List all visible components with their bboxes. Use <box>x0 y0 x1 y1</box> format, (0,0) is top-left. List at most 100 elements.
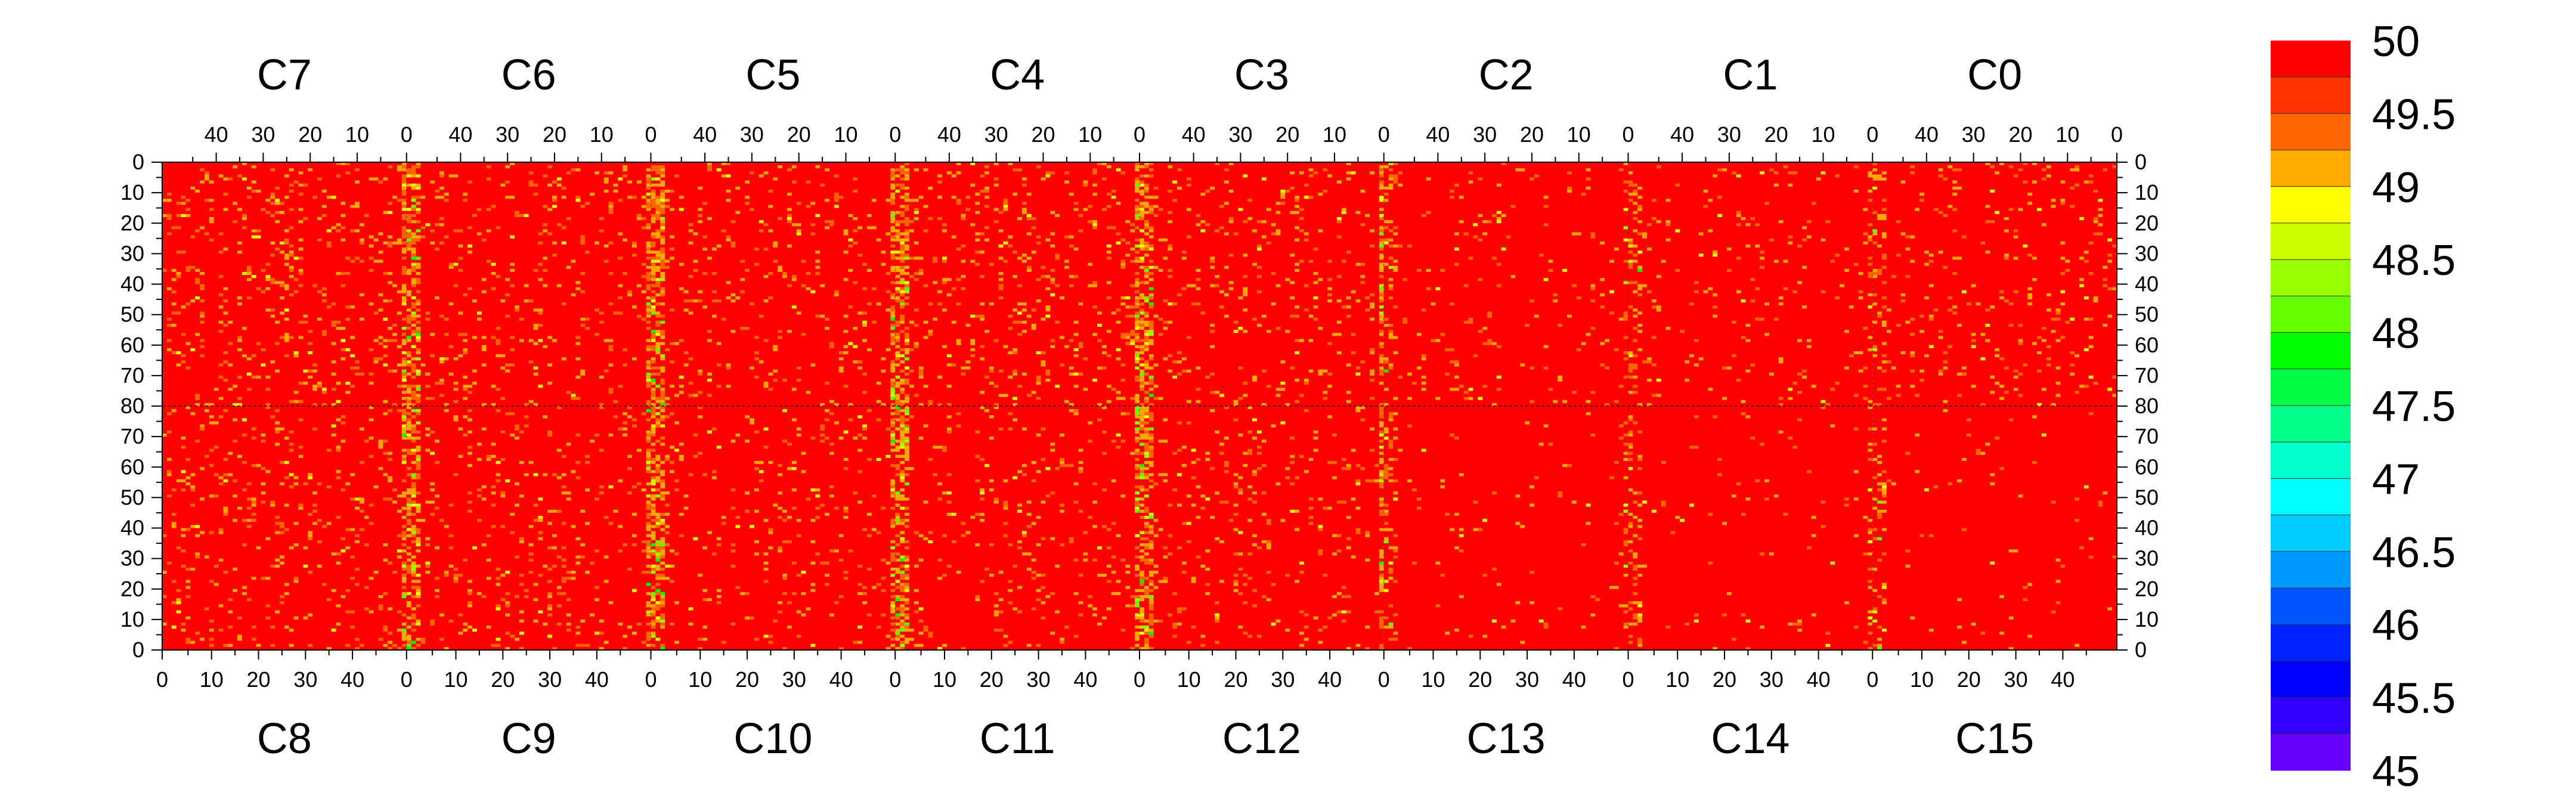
heatmap-cell <box>590 561 595 565</box>
heatmap-cell <box>261 439 266 443</box>
heatmap-cell <box>1637 250 1643 254</box>
heatmap-cell <box>886 646 891 650</box>
heatmap-cell <box>556 592 562 595</box>
heatmap-cell <box>355 180 360 184</box>
heatmap-cell <box>810 223 816 227</box>
heatmap-cell <box>289 400 294 403</box>
heatmap-cell <box>853 327 858 330</box>
heatmap-cell <box>176 610 181 614</box>
heatmap-cell <box>401 479 407 482</box>
heatmap-cell <box>1689 302 1694 306</box>
heatmap-cell <box>378 259 383 263</box>
heatmap-cell <box>1083 388 1088 391</box>
heatmap-cell <box>993 339 999 342</box>
heatmap-cell <box>660 369 665 373</box>
heatmap-cell <box>209 531 214 534</box>
heatmap-cell <box>890 268 896 273</box>
heatmap-cell <box>1041 500 1046 504</box>
heatmap-cell <box>900 268 905 273</box>
heatmap-cell <box>1590 299 1596 303</box>
heatmap-cell <box>388 327 393 330</box>
heatmap-cell <box>989 488 994 492</box>
heatmap-cell <box>171 409 177 413</box>
heatmap-cell <box>1388 296 1394 300</box>
heatmap-cell <box>857 592 863 595</box>
heatmap-cell <box>1148 210 1154 214</box>
heatmap-cell <box>411 580 416 583</box>
heatmap-cell <box>439 186 444 190</box>
heatmap-cell <box>1623 226 1628 230</box>
heatmap-cell <box>895 516 900 519</box>
heatmap-cell <box>439 196 444 199</box>
heatmap-cell <box>350 610 355 614</box>
heatmap-cell <box>623 272 628 275</box>
heatmap-cell <box>688 394 693 397</box>
heatmap-cell <box>768 229 773 233</box>
heatmap-cell <box>401 424 407 428</box>
heatmap-cell <box>566 442 571 446</box>
heatmap-cell <box>416 162 421 166</box>
heatmap-cell <box>552 646 557 650</box>
heatmap-cell <box>1163 299 1168 303</box>
heatmap-cell <box>293 543 299 547</box>
heatmap-cell <box>355 540 360 544</box>
heatmap-cell <box>1633 183 1638 187</box>
heatmap-cell <box>631 534 637 537</box>
heatmap-cell <box>463 629 468 632</box>
heatmap-cell <box>1045 378 1051 382</box>
heatmap-cell <box>890 442 896 446</box>
heatmap-cell <box>848 238 853 242</box>
heatmap-cell <box>1421 357 1426 361</box>
heatmap-cell <box>876 418 881 422</box>
heatmap-cell <box>1459 196 1464 199</box>
heatmap-cell <box>1318 229 1323 233</box>
heatmap-cell <box>1168 190 1173 193</box>
heatmap-cell <box>890 244 896 248</box>
heatmap-cell <box>651 268 656 273</box>
heatmap-cell <box>383 558 388 562</box>
heatmap-cell <box>946 415 952 419</box>
heatmap-cell <box>1135 305 1140 309</box>
heatmap-cell <box>1656 305 1661 309</box>
heatmap-cell <box>721 162 726 166</box>
heatmap-cell <box>670 256 674 260</box>
heatmap-cell <box>857 583 863 586</box>
heatmap-cell <box>1041 275 1046 278</box>
heatmap-cell <box>806 391 811 394</box>
heatmap-cell <box>1168 275 1173 278</box>
heatmap-cell <box>547 430 553 434</box>
heatmap-cell <box>1341 305 1346 309</box>
heatmap-cell <box>1299 217 1304 221</box>
heatmap-cell <box>284 354 289 358</box>
heatmap-cell <box>843 577 849 580</box>
heatmap-cell <box>1013 275 1018 278</box>
heatmap-cell <box>951 174 956 178</box>
heatmap-cell <box>246 186 252 190</box>
heatmap-cell <box>1478 177 1483 181</box>
heatmap-cell <box>1896 394 1901 397</box>
heatmap-cell <box>383 592 388 595</box>
heatmap-cell <box>1755 244 1760 248</box>
heatmap-cell <box>660 250 665 254</box>
heatmap-cell <box>1013 418 1018 422</box>
heatmap-cell <box>655 333 661 336</box>
heatmap-cell <box>886 272 891 275</box>
heatmap-cell <box>890 360 896 364</box>
heatmap-cell <box>670 549 674 553</box>
heatmap-cell <box>1148 320 1154 324</box>
heatmap-cell <box>890 552 896 556</box>
heatmap-cell <box>745 439 750 443</box>
heatmap-cell <box>928 302 933 306</box>
heatmap-cell <box>1708 199 1713 202</box>
heatmap-cell <box>476 519 482 522</box>
heatmap-cell <box>397 534 402 537</box>
heatmap-cell <box>937 403 943 406</box>
heatmap-cell <box>561 454 566 458</box>
heatmap-cell <box>679 375 684 379</box>
heatmap-cell <box>1148 235 1154 239</box>
heatmap-cell <box>458 454 463 458</box>
heatmap-cell <box>2041 327 2046 330</box>
heatmap-cell <box>223 457 228 462</box>
heatmap-cell <box>411 394 416 397</box>
heatmap-cell <box>646 284 651 287</box>
